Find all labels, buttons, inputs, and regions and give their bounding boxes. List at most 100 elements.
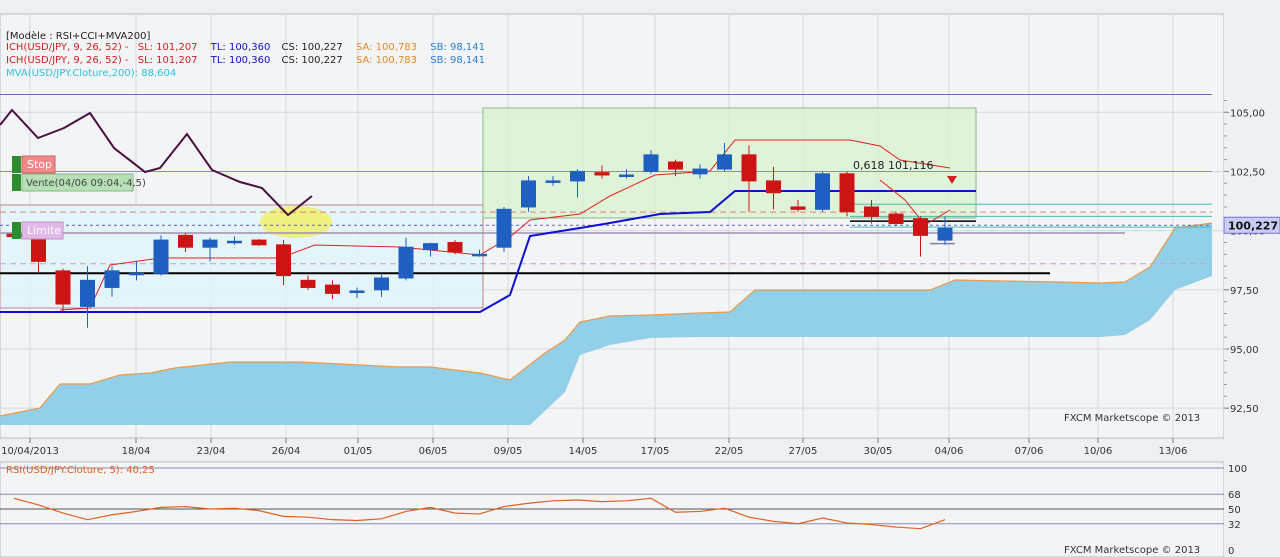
candle-body-down	[741, 154, 757, 182]
candle[interactable]	[839, 171, 855, 217]
legend-ich-2-sb: SB: 98,141	[430, 55, 485, 66]
candle-body-down	[325, 284, 340, 294]
candle[interactable]	[374, 273, 389, 297]
candle-body-down	[31, 236, 46, 262]
candle-body-up	[129, 272, 144, 276]
candle[interactable]	[741, 145, 757, 212]
order-labels[interactable]: Stop Vente(04/06 09:04,-4,5) Limite	[12, 155, 146, 240]
candle[interactable]	[276, 240, 291, 286]
rsi-tick-label: 100	[1228, 464, 1247, 475]
y-tick-label: 102,50	[1230, 167, 1265, 178]
limite-label-box[interactable]	[21, 221, 64, 240]
candle-body-down	[55, 270, 71, 305]
candle-body-down	[300, 279, 316, 288]
candle[interactable]	[937, 216, 953, 245]
stop-order[interactable]: Stop	[12, 155, 56, 174]
legend-mva: MVA(USD/JPY.Cloture,200): 88,604	[6, 68, 176, 79]
rsi-tick-label: 32	[1228, 520, 1241, 531]
candle-body-up	[521, 180, 536, 208]
candle[interactable]	[300, 275, 316, 290]
x-tick-label: 17/05	[641, 446, 670, 457]
candle[interactable]	[888, 211, 904, 226]
candle-body-down	[276, 244, 291, 277]
candle[interactable]	[178, 233, 193, 252]
candle[interactable]	[80, 266, 95, 328]
candle[interactable]	[668, 159, 683, 177]
y-tick-label: 95,00	[1230, 345, 1259, 356]
candle[interactable]	[202, 237, 218, 262]
candle[interactable]	[447, 240, 463, 255]
stop-handle[interactable]	[12, 156, 21, 173]
candle-body-down	[178, 234, 193, 248]
legend-model: [Modèle : RSI+CCI+MVA200]	[6, 30, 150, 42]
y-tick-label: 92,50	[1230, 404, 1259, 415]
candle-body-up	[815, 173, 830, 210]
candle-body-up	[496, 208, 512, 248]
candle[interactable]	[423, 242, 438, 257]
candle[interactable]	[594, 165, 610, 179]
limite-handle[interactable]	[12, 222, 21, 239]
candle[interactable]	[129, 261, 144, 281]
candle[interactable]	[521, 176, 536, 212]
candle[interactable]	[913, 216, 928, 257]
candle-body-up	[398, 246, 414, 279]
current-price-box	[1223, 216, 1280, 234]
time-axis: 10/04/2013 18/04 23/04 26/04 01/05 06/05 09/05…	[1, 438, 1187, 457]
candle[interactable]	[104, 266, 120, 297]
candle-body-down	[864, 206, 879, 217]
candle[interactable]	[815, 171, 830, 212]
candle[interactable]	[349, 287, 365, 299]
vente-label-box[interactable]	[21, 173, 134, 192]
candle[interactable]	[643, 150, 659, 174]
rsi-line	[13, 497, 946, 530]
candle[interactable]	[153, 235, 169, 276]
candlesticks[interactable]	[6, 143, 957, 328]
candle[interactable]	[545, 176, 561, 186]
legend-ich-2: ICH(USD/JPY, 9, 26, 52) - SL: 101,207 TL…	[6, 55, 485, 66]
vente-order[interactable]: Vente(04/06 09:04,-4,5)	[12, 173, 146, 192]
candle[interactable]	[325, 280, 340, 300]
candle-body-down	[251, 239, 267, 246]
rsi-tick-label: 0	[1228, 546, 1234, 557]
x-tick-label: 14/05	[569, 446, 598, 457]
candle[interactable]	[717, 143, 732, 172]
legend-ich-1-cs: CS: 100,227	[282, 42, 343, 53]
legend-ich-2-sa: SA: 100,783	[356, 55, 417, 66]
vente-handle[interactable]	[12, 174, 21, 191]
legend-ich-1-name: ICH(USD/JPY, 9, 26, 52) -	[6, 42, 129, 53]
candle-body-down	[790, 206, 806, 210]
x-tick-label: 07/06	[1015, 446, 1044, 457]
candle[interactable]	[864, 199, 879, 224]
candle[interactable]	[227, 236, 242, 245]
candle[interactable]	[766, 166, 781, 210]
candle[interactable]	[619, 169, 634, 179]
indicator-lines	[0, 108, 976, 313]
candle-body-up	[692, 168, 708, 175]
candle-body-up	[472, 253, 487, 257]
candle[interactable]	[692, 164, 708, 179]
candle[interactable]	[790, 199, 806, 212]
candle[interactable]	[472, 249, 487, 257]
stop-label: Stop	[27, 158, 52, 171]
candle[interactable]	[251, 238, 267, 247]
x-tick-label: 01/05	[344, 446, 373, 457]
candle[interactable]	[496, 206, 512, 252]
candle[interactable]	[570, 169, 585, 198]
candle-body-down	[888, 213, 904, 225]
candle-body-up	[349, 290, 365, 293]
legend: [Modèle : RSI+CCI+MVA200] ICH(USD/JPY, 9…	[6, 30, 485, 79]
legend-ich-2-name: ICH(USD/JPY, 9, 26, 52) -	[6, 55, 129, 66]
candle[interactable]	[398, 237, 414, 281]
candle[interactable]	[55, 268, 71, 312]
stop-label-box[interactable]	[21, 155, 56, 174]
limite-order[interactable]: Limite	[12, 221, 64, 240]
rsi-tick-label: 68	[1228, 490, 1241, 501]
fib-label: 0,618 101,116	[853, 159, 933, 172]
main-watermark: FXCM Marketscope © 2013	[1064, 413, 1200, 424]
senkou-span-a	[0, 222, 1213, 417]
candle-body-up	[153, 239, 169, 274]
candle-body-down	[913, 218, 928, 236]
main-panel: 105,00102,50100,0097,5095,0092,50100,227…	[0, 13, 1280, 557]
